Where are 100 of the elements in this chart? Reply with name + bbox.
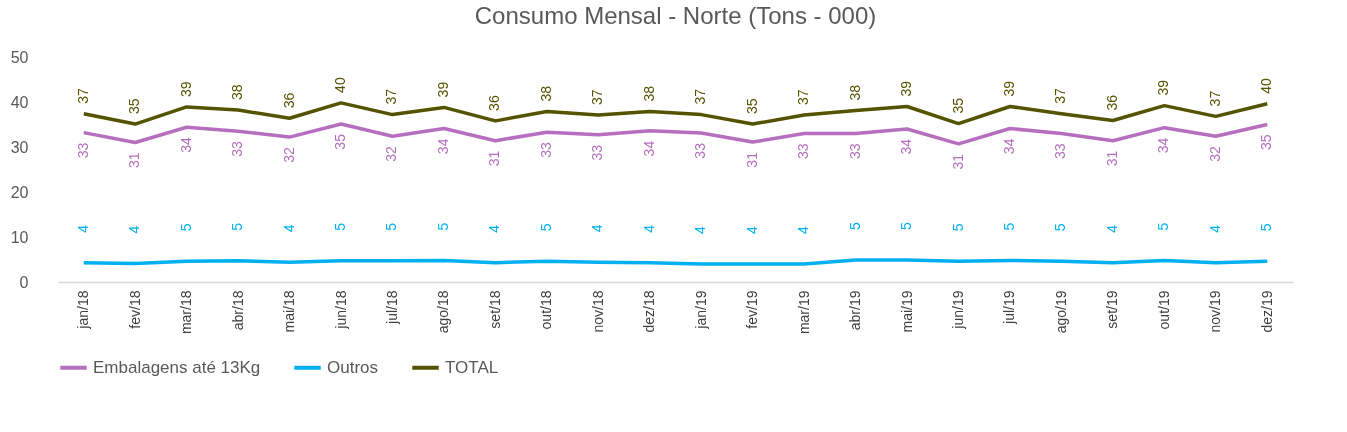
data-label: 31 bbox=[743, 151, 760, 168]
x-tick-label: nov/18 bbox=[589, 290, 606, 333]
data-label: 4 bbox=[743, 226, 760, 234]
y-tick-label: 20 bbox=[10, 183, 29, 201]
data-label: 39 bbox=[898, 80, 915, 97]
data-label: 39 bbox=[1000, 80, 1017, 97]
data-label: 5 bbox=[434, 222, 451, 231]
data-label: 4 bbox=[692, 226, 709, 234]
y-tick-label: 0 bbox=[19, 273, 29, 291]
y-tick-label: 30 bbox=[10, 138, 29, 156]
data-label: 4 bbox=[280, 224, 297, 233]
data-label: 5 bbox=[383, 222, 400, 231]
x-tick-label: mar/18 bbox=[178, 290, 195, 335]
data-label: 38 bbox=[640, 85, 657, 102]
data-label: 34 bbox=[177, 136, 194, 153]
x-tick-label: ago/18 bbox=[435, 290, 452, 334]
data-label: 33 bbox=[846, 143, 863, 160]
data-label: 4 bbox=[1206, 224, 1223, 233]
x-tick-label: out/19 bbox=[1155, 290, 1172, 330]
data-label: 31 bbox=[949, 153, 966, 170]
data-label: 39 bbox=[177, 81, 194, 97]
data-label: 4 bbox=[126, 225, 143, 234]
legend-label: TOTAL bbox=[445, 357, 499, 377]
data-label: 34 bbox=[898, 138, 915, 155]
data-label: 34 bbox=[1155, 137, 1172, 154]
data-label: 31 bbox=[486, 150, 503, 167]
x-tick-label: fev/19 bbox=[744, 290, 761, 329]
data-label: 40 bbox=[332, 77, 349, 93]
x-tick-label: jun/18 bbox=[332, 290, 349, 330]
data-label: 38 bbox=[846, 84, 863, 101]
data-label: 38 bbox=[537, 85, 554, 102]
data-label: 35 bbox=[949, 97, 966, 114]
x-tick-label: jan/19 bbox=[692, 290, 709, 330]
data-label: 37 bbox=[383, 88, 400, 105]
data-label: 33 bbox=[795, 143, 812, 160]
data-label: 40 bbox=[1258, 78, 1275, 94]
data-label: 37 bbox=[1206, 90, 1223, 107]
chart-title: Consumo Mensal - Norte (Tons - 000) bbox=[474, 2, 877, 29]
data-label: 4 bbox=[589, 224, 606, 233]
data-label: 31 bbox=[126, 152, 143, 169]
x-tick-label: mar/19 bbox=[795, 290, 812, 335]
data-label: 32 bbox=[383, 145, 400, 162]
data-label: 32 bbox=[1206, 145, 1223, 162]
y-tick-label: 10 bbox=[10, 228, 29, 246]
data-label: 5 bbox=[1258, 223, 1275, 232]
x-tick-label: jul/18 bbox=[383, 290, 400, 325]
x-tick-label: ago/19 bbox=[1052, 290, 1069, 334]
data-label: 34 bbox=[434, 138, 451, 155]
x-tick-label: abr/18 bbox=[229, 290, 246, 331]
x-tick-label: jul/19 bbox=[1001, 290, 1018, 325]
data-label: 33 bbox=[229, 141, 246, 157]
data-label: 4 bbox=[640, 224, 657, 233]
data-label: 4 bbox=[795, 226, 812, 234]
data-label: 39 bbox=[1155, 79, 1172, 96]
data-label: 5 bbox=[846, 221, 863, 230]
data-label: 5 bbox=[1052, 223, 1069, 232]
x-tick-label: dez/18 bbox=[641, 290, 658, 333]
data-label: 38 bbox=[229, 84, 246, 101]
x-tick-label: mai/19 bbox=[898, 290, 915, 333]
data-label: 37 bbox=[692, 88, 709, 105]
data-label: 36 bbox=[280, 92, 297, 109]
data-label: 5 bbox=[1000, 222, 1017, 231]
data-label: 5 bbox=[229, 222, 246, 231]
data-label: 37 bbox=[795, 89, 812, 106]
data-label: 5 bbox=[898, 221, 915, 230]
data-label: 35 bbox=[126, 98, 143, 115]
legend-label: Outros bbox=[327, 357, 379, 377]
x-tick-label: dez/19 bbox=[1258, 290, 1275, 333]
data-label: 4 bbox=[1103, 224, 1120, 233]
data-label: 5 bbox=[177, 223, 194, 232]
data-label: 33 bbox=[589, 144, 606, 161]
x-tick-label: mai/18 bbox=[281, 290, 298, 333]
x-tick-label: set/19 bbox=[1104, 290, 1121, 329]
data-label: 32 bbox=[280, 146, 297, 163]
data-label: 5 bbox=[1155, 222, 1172, 231]
y-tick-label: 40 bbox=[10, 93, 29, 111]
legend-label: Embalagens até 13Kg bbox=[93, 357, 261, 377]
x-tick-label: fev/18 bbox=[126, 290, 143, 329]
data-label: 5 bbox=[949, 223, 966, 232]
data-label: 35 bbox=[743, 98, 760, 115]
data-label: 5 bbox=[537, 223, 554, 232]
x-tick-label: set/18 bbox=[486, 290, 503, 329]
data-label: 35 bbox=[1258, 134, 1275, 151]
data-label: 4 bbox=[486, 224, 503, 233]
x-tick-label: abr/19 bbox=[847, 290, 864, 331]
data-label: 36 bbox=[1103, 94, 1120, 111]
data-label: 33 bbox=[692, 142, 709, 159]
y-tick-label: 50 bbox=[10, 48, 29, 66]
x-tick-label: jan/18 bbox=[75, 290, 92, 330]
data-label: 35 bbox=[332, 133, 349, 150]
x-tick-label: nov/19 bbox=[1207, 290, 1224, 333]
data-label: 4 bbox=[74, 224, 91, 233]
data-label: 33 bbox=[74, 142, 91, 159]
data-label: 33 bbox=[537, 141, 554, 158]
data-label: 37 bbox=[1052, 87, 1069, 104]
data-label: 34 bbox=[1000, 138, 1017, 155]
data-label: 37 bbox=[74, 87, 91, 104]
data-label: 31 bbox=[1103, 150, 1120, 167]
x-tick-label: jun/19 bbox=[950, 290, 967, 330]
data-label: 39 bbox=[434, 81, 451, 98]
